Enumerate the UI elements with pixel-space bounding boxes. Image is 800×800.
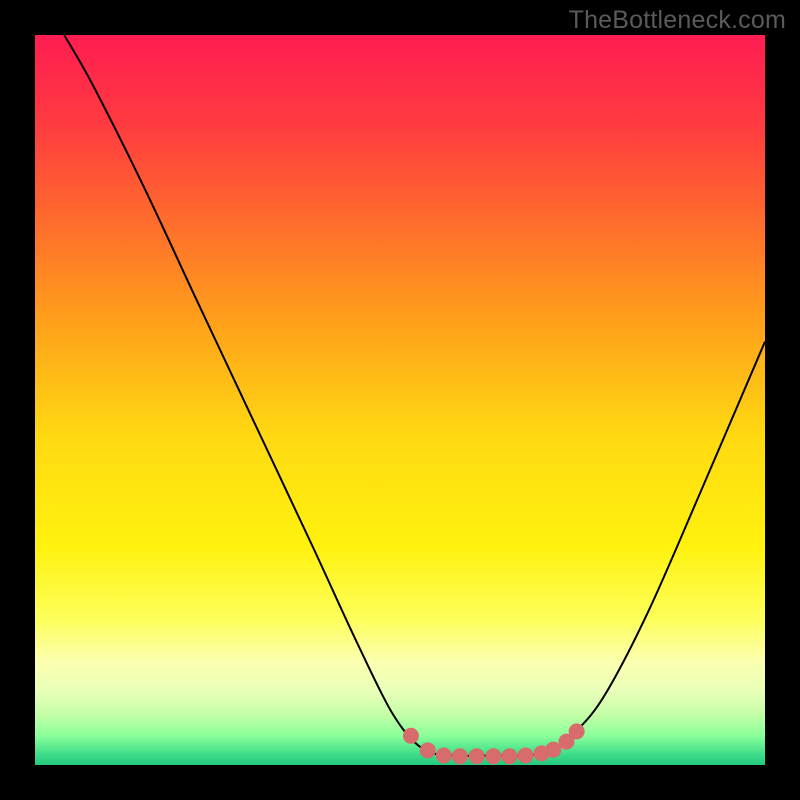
marker-dot [486, 749, 501, 764]
marker-dot [436, 748, 451, 763]
chart-svg [35, 35, 765, 765]
marker-dot [452, 749, 467, 764]
marker-dot [502, 749, 517, 764]
marker-dot [518, 748, 533, 763]
marker-dot [569, 724, 584, 739]
marker-dot [403, 728, 418, 743]
marker-dot [420, 743, 435, 758]
marker-dot [546, 742, 561, 757]
bottleneck-chart [35, 35, 765, 765]
chart-background [35, 35, 765, 765]
marker-dot [469, 749, 484, 764]
watermark-text: TheBottleneck.com [569, 6, 786, 35]
